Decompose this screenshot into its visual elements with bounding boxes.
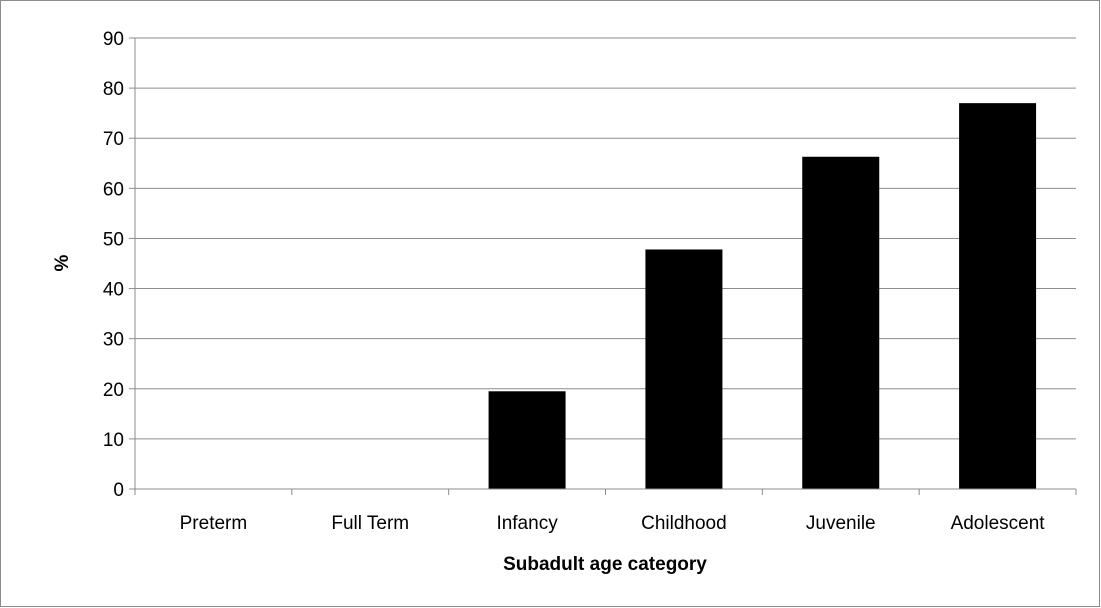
x-tick-labels: Preterm Full Term Infancy Childhood Juvenile… (180, 513, 1046, 534)
bars (488, 103, 1037, 490)
y-tick-label: 0 (113, 480, 124, 501)
y-tick-labels: 0 10 20 30 40 50 60 70 80 90 (103, 29, 124, 501)
y-tick-label: 30 (103, 330, 124, 351)
y-tick-label: 70 (103, 129, 124, 150)
x-tick-label: Childhood (641, 513, 727, 534)
y-tick-label: 10 (103, 430, 124, 451)
y-tick-label: 50 (103, 229, 124, 250)
y-tick-label: 90 (103, 29, 124, 50)
x-tick-label: Infancy (496, 513, 558, 534)
x-tick-label: Adolescent (951, 513, 1046, 534)
y-tick-label: 80 (103, 79, 124, 100)
bar-juvenile (802, 156, 880, 489)
x-tick-label: Full Term (331, 513, 409, 534)
bar-adolescent (959, 103, 1037, 490)
axes (129, 37, 1077, 495)
y-axis-title: % (52, 254, 73, 271)
y-tick-label: 20 (103, 380, 124, 401)
bar-childhood (645, 249, 723, 489)
x-tick-label: Preterm (180, 513, 248, 534)
bar-infancy (488, 391, 566, 489)
x-tick-label: Juvenile (806, 513, 876, 534)
y-tick-label: 40 (103, 280, 124, 301)
gridlines (135, 37, 1076, 440)
y-tick-label: 60 (103, 179, 124, 200)
x-axis-title: Subadult age category (503, 554, 707, 575)
